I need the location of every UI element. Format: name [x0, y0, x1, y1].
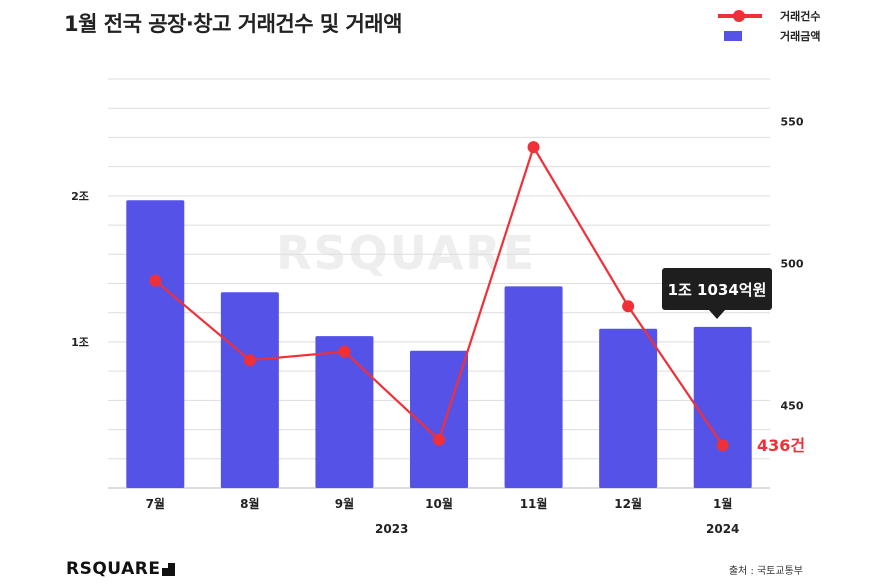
line-point	[338, 345, 351, 358]
right-tick-label: 450	[781, 400, 804, 413]
x-tick-label: 8월	[240, 496, 259, 511]
legend: 거래건수 거래금액	[718, 6, 820, 46]
right-tick-label: 550	[781, 116, 804, 129]
x-tick-label: 7월	[146, 496, 165, 511]
chart-title: 1월 전국 공장·창고 거래건수 및 거래액	[64, 12, 402, 36]
line-point	[716, 439, 729, 452]
legend-label: 거래건수	[780, 10, 821, 23]
watermark: RSQUARE	[276, 226, 537, 280]
source-note: 출처 : 국토교통부	[728, 566, 803, 577]
left-tick-label: 2조	[71, 190, 89, 203]
bar	[220, 292, 279, 488]
count-callout: 436건	[757, 436, 806, 455]
left-tick-label: 1조	[71, 336, 89, 349]
line-point	[527, 141, 540, 154]
legend-item-amount: 거래금액	[718, 26, 820, 46]
x-tick-label: 10월	[425, 496, 453, 511]
x-tick-label: 12월	[614, 496, 642, 511]
year-label: 2023	[375, 522, 408, 536]
bar-swatch-icon	[718, 30, 762, 42]
bar	[126, 200, 185, 488]
legend-label: 거래금액	[780, 30, 821, 43]
line-point	[433, 433, 445, 446]
line-swatch-icon	[718, 10, 762, 22]
x-tick-label: 11월	[520, 496, 548, 511]
bar	[315, 336, 374, 488]
bar	[410, 350, 468, 488]
amount-tooltip: 1조 1034억원	[662, 268, 772, 319]
bar	[504, 286, 563, 488]
right-tick-label: 500	[781, 258, 804, 271]
line-point	[243, 354, 256, 367]
bar	[693, 326, 752, 488]
bar	[599, 328, 658, 488]
logo: RSQUARE	[66, 559, 176, 579]
line-point	[149, 274, 162, 287]
legend-item-count: 거래건수	[718, 6, 820, 26]
year-label: 2024	[706, 522, 739, 536]
x-tick-label: 9월	[335, 496, 354, 511]
logo-square-icon	[162, 562, 176, 576]
line-point	[622, 300, 635, 313]
x-tick-label: 1월	[713, 496, 732, 511]
